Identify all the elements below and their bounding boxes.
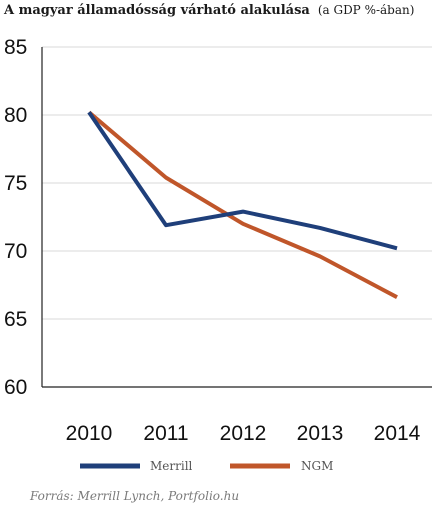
series-lines	[87, 110, 398, 299]
y-tick-label: 85	[4, 36, 27, 59]
y-tick-label: 75	[4, 172, 27, 195]
x-tick-label: 2013	[297, 422, 344, 445]
y-tick-label: 60	[4, 376, 27, 399]
chart-title-main: A magyar államadósság várható alakulása	[3, 3, 310, 18]
x-tick-label: 2014	[374, 422, 421, 445]
y-tick-label: 80	[4, 104, 27, 127]
legend: Merrill NGM	[80, 459, 333, 473]
x-tick-label: 2011	[143, 422, 188, 445]
x-axis-tick-labels: 2010 2011 2012 2013 2014	[66, 422, 421, 445]
y-axis-tick-labels: 60 65 70 75 80 85	[4, 36, 27, 399]
legend-label-merrill: Merrill	[150, 459, 193, 473]
series-line-merrill	[87, 111, 398, 251]
gridlines	[42, 46, 432, 320]
legend-label-ngm: NGM	[301, 459, 333, 473]
chart-title-subtitle: (a GDP %-ában)	[318, 3, 415, 17]
y-tick-label: 65	[4, 308, 27, 331]
source-note: Forrás: Merrill Lynch, Portfolio.hu	[29, 489, 239, 503]
y-tick-label: 70	[4, 240, 27, 263]
chart-title: A magyar államadósság várható alakulása …	[3, 1, 414, 18]
x-tick-label: 2010	[66, 422, 113, 445]
x-tick-label: 2012	[220, 422, 267, 445]
series-line-ngm	[87, 110, 398, 299]
